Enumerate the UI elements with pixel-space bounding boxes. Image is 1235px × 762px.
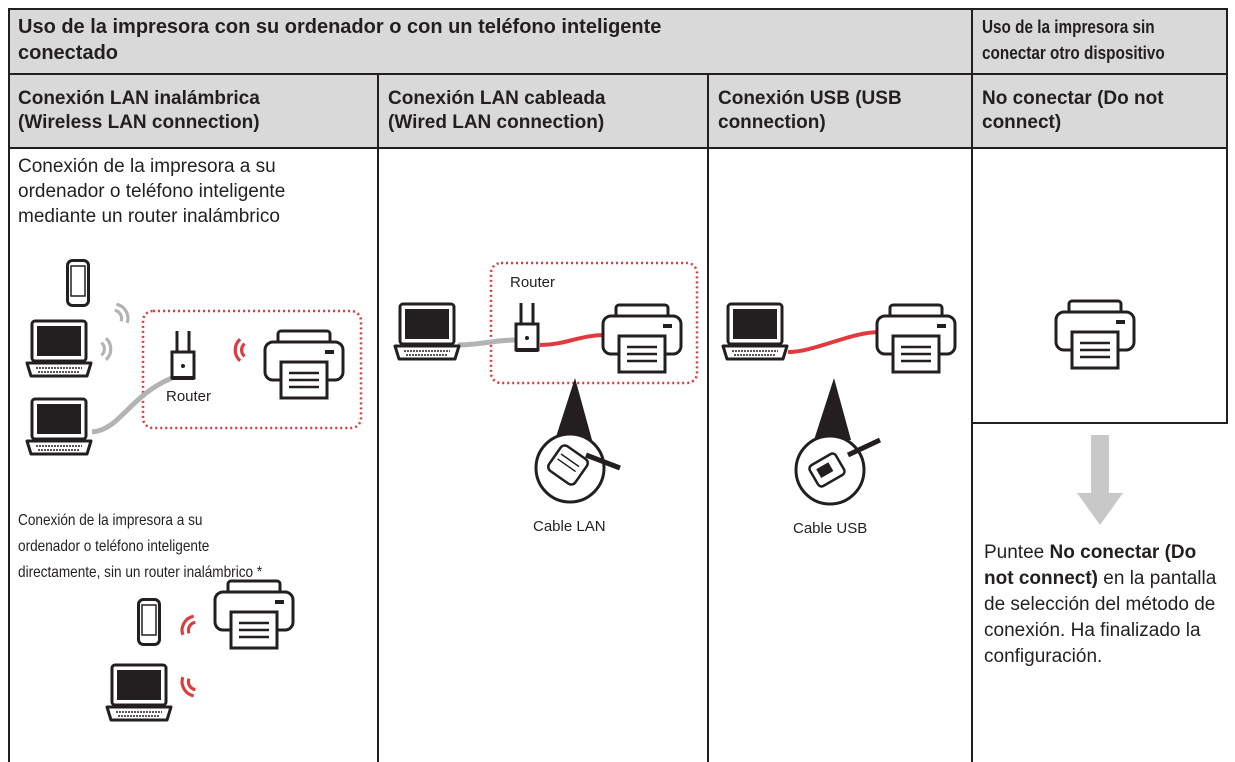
text: Conexión de la impresora a su bbox=[18, 156, 276, 177]
text: Uso de la impresora con su ordenador o c… bbox=[18, 16, 662, 38]
instruction: Puntee No conectar (Do not connect) en l… bbox=[984, 540, 1219, 670]
header-title: Uso de la impresora con su ordenador o c… bbox=[18, 14, 661, 66]
description: Conexión de la impresora a su ordenador … bbox=[18, 508, 305, 586]
text: Conexión LAN cableada bbox=[388, 88, 606, 109]
border bbox=[707, 147, 709, 762]
header-cell bbox=[8, 8, 973, 75]
text: Conexión LAN inalámbrica bbox=[18, 88, 260, 109]
label: Router bbox=[166, 388, 212, 405]
column-title: Conexión USB (USB connection) bbox=[718, 87, 902, 135]
text: conectar otro dispositivo bbox=[982, 43, 1165, 63]
text: Conexión USB (USB bbox=[718, 88, 902, 109]
column-header bbox=[971, 73, 1228, 149]
text: ordenador o teléfono inteligente bbox=[18, 181, 286, 202]
column-title: Conexión LAN cableada (Wired LAN connect… bbox=[388, 87, 606, 135]
no-connect-box bbox=[971, 147, 1228, 424]
border bbox=[971, 147, 973, 762]
text: connection) bbox=[718, 112, 826, 133]
text: Uso de la impresora sin bbox=[982, 17, 1155, 37]
text: Conexión de la impresora a su bbox=[18, 512, 203, 529]
text: (Wireless LAN connection) bbox=[18, 112, 260, 133]
side-title: Uso de la impresora sin conectar otro di… bbox=[982, 14, 1197, 66]
wireless-diagram bbox=[25, 259, 363, 456]
usb-diagram bbox=[721, 302, 957, 506]
border bbox=[8, 147, 10, 762]
label: Router bbox=[510, 274, 556, 291]
text: (Wired LAN connection) bbox=[388, 112, 605, 133]
side-header-cell bbox=[971, 8, 1228, 75]
column-title: No conectar (Do not connect) bbox=[982, 87, 1164, 135]
text: connect) bbox=[982, 112, 1062, 133]
column-title: Conexión LAN inalámbrica (Wireless LAN c… bbox=[18, 87, 260, 135]
text: No conectar (Do not connect) bbox=[984, 542, 1197, 589]
column-header bbox=[8, 73, 379, 149]
text: en la pantalla de selección del método d… bbox=[984, 568, 1217, 667]
column-header bbox=[377, 73, 709, 149]
label: Cable LAN bbox=[533, 518, 606, 535]
label: Cable USB bbox=[793, 520, 868, 537]
wired-diagram bbox=[393, 261, 699, 504]
text: directamente, sin un router inalámbrico … bbox=[18, 564, 263, 581]
description: Conexión de la impresora a su ordenador … bbox=[18, 154, 285, 229]
direct-diagram bbox=[105, 579, 295, 722]
text: mediante un router inalámbrico bbox=[18, 206, 280, 227]
text: Puntee bbox=[984, 542, 1045, 563]
text: ordenador o teléfono inteligente bbox=[18, 538, 210, 555]
column-header bbox=[707, 73, 973, 149]
text: conectado bbox=[18, 42, 119, 64]
border bbox=[377, 147, 379, 762]
text: No conectar (Do not bbox=[982, 88, 1164, 109]
